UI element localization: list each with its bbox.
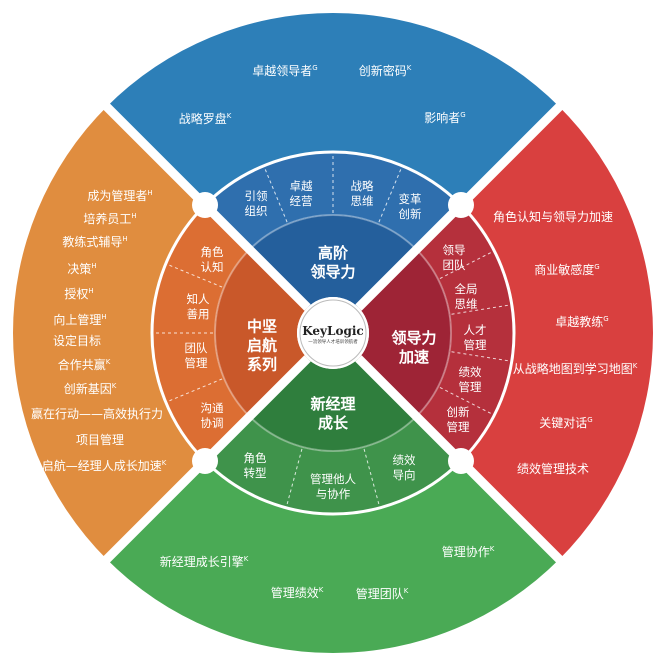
course-left[interactable]: 授权H bbox=[64, 286, 93, 301]
course-top[interactable]: 创新密码K bbox=[359, 63, 412, 78]
divider-node bbox=[447, 192, 474, 219]
core-label-bottom: 新经理成长 bbox=[310, 395, 355, 432]
mid-divider-right bbox=[451, 304, 509, 315]
mid-divider-bottom bbox=[286, 448, 303, 506]
mid-item-right: 创新管理 bbox=[447, 405, 470, 434]
mid-ring-top bbox=[205, 152, 461, 250]
mid-divider-bottom bbox=[363, 448, 380, 506]
outer-ring-bottom bbox=[106, 461, 560, 653]
outer-ring-left bbox=[13, 106, 205, 560]
course-left[interactable]: 培养员工H bbox=[83, 211, 136, 226]
course-left[interactable]: 项目管理 bbox=[76, 432, 124, 447]
core-label-right: 领导力加速 bbox=[390, 329, 436, 366]
logo-tagline: 一流领导人才培训领航者 bbox=[308, 338, 358, 345]
ring-divider-inner bbox=[214, 214, 452, 452]
core-right bbox=[358, 249, 451, 417]
divider-node bbox=[192, 192, 219, 219]
mid-item-right: 全局思维 bbox=[455, 282, 478, 311]
mid-item-right: 人才管理 bbox=[464, 323, 487, 352]
mid-item-left: 沟通协调 bbox=[201, 401, 224, 430]
course-right[interactable]: 角色认知与领导力加速 bbox=[493, 210, 613, 224]
mid-item-top: 卓越经营 bbox=[290, 179, 313, 208]
course-left[interactable]: 启航—经理人成长加速K bbox=[42, 458, 167, 473]
mid-divider-left bbox=[168, 378, 223, 402]
course-left[interactable]: 决策H bbox=[67, 262, 96, 276]
mid-item-right: 绩效管理 bbox=[459, 365, 482, 394]
core-top bbox=[249, 215, 417, 308]
core-label-top: 高阶领导力 bbox=[309, 244, 355, 281]
course-right[interactable]: 关键对话G bbox=[539, 416, 592, 430]
course-left[interactable]: 创新基因K bbox=[64, 381, 117, 396]
mid-divider-top bbox=[378, 168, 402, 223]
mid-ring-left bbox=[153, 205, 250, 461]
mid-ring-right bbox=[416, 205, 514, 461]
mid-divider-right bbox=[439, 387, 492, 415]
course-bottom[interactable]: 新经理成长引擎K bbox=[160, 554, 249, 569]
mid-item-right: 领导团队 bbox=[443, 243, 466, 272]
mid-item-left: 团队管理 bbox=[185, 341, 208, 370]
divider-node bbox=[192, 447, 219, 474]
course-right[interactable]: 商业敏感度G bbox=[534, 262, 599, 277]
course-bottom[interactable]: 管理绩效K bbox=[271, 585, 324, 600]
mid-ring-bottom bbox=[205, 416, 461, 514]
mid-item-top: 战略思维 bbox=[351, 179, 374, 208]
course-left[interactable]: 成为管理者H bbox=[87, 188, 152, 203]
course-left[interactable]: 教练式辅导H bbox=[62, 234, 127, 249]
core-bottom bbox=[249, 358, 417, 451]
mid-item-top: 引领组织 bbox=[245, 189, 268, 218]
core-label-left: 中坚启航系列 bbox=[247, 318, 277, 374]
mid-item-bottom: 角色转型 bbox=[244, 451, 267, 480]
course-right[interactable]: 从战略地图到学习地图K bbox=[513, 361, 638, 376]
mid-divider-right bbox=[451, 351, 509, 362]
logo-wordmark: KeyLogic bbox=[302, 324, 363, 338]
mid-item-top: 变革创新 bbox=[399, 192, 422, 221]
core-left bbox=[215, 249, 308, 417]
course-bottom[interactable]: 管理协作K bbox=[442, 544, 495, 559]
course-top[interactable]: 卓越领导者G bbox=[252, 64, 317, 78]
mid-divider-top bbox=[264, 168, 288, 223]
center-hub bbox=[297, 297, 369, 369]
outer-ring-top bbox=[106, 13, 560, 205]
course-top[interactable]: 战略罗盘K bbox=[179, 111, 232, 126]
course-left[interactable]: 向上管理H bbox=[53, 312, 106, 327]
outer-ring-right bbox=[461, 106, 653, 560]
divider-node bbox=[447, 447, 474, 474]
mid-divider-left bbox=[168, 264, 223, 288]
mid-item-bottom: 管理他人与协作 bbox=[310, 472, 356, 501]
mid-divider-right bbox=[439, 251, 492, 279]
ring-divider-outer bbox=[150, 150, 516, 516]
mid-item-left: 角色认知 bbox=[201, 245, 224, 274]
course-right[interactable]: 绩效管理技术 bbox=[517, 461, 589, 476]
center-hub-ring bbox=[299, 299, 367, 367]
course-left[interactable]: 赢在行动——高效执行力 bbox=[31, 406, 163, 421]
course-left[interactable]: 合作共赢K bbox=[58, 357, 111, 372]
course-top[interactable]: 影响者G bbox=[424, 110, 465, 125]
course-bottom[interactable]: 管理团队K bbox=[356, 586, 409, 601]
course-left[interactable]: 设定目标 bbox=[53, 333, 101, 348]
mid-item-bottom: 绩效导向 bbox=[393, 453, 416, 482]
mid-item-left: 知人善用 bbox=[187, 292, 210, 321]
course-right[interactable]: 卓越教练G bbox=[555, 314, 608, 329]
